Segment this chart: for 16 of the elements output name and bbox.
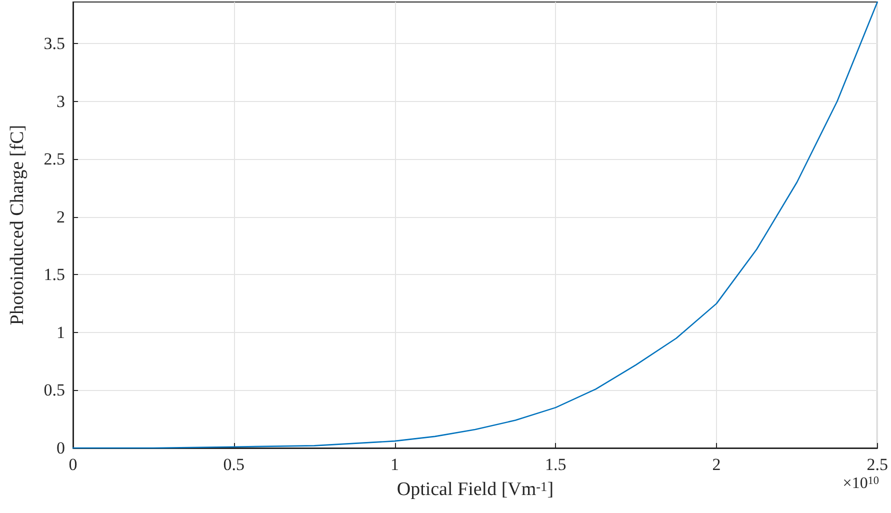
y-tick-label: 3 — [56, 92, 65, 111]
y-tick-label: 2 — [56, 207, 65, 226]
y-tick-label: 1 — [56, 322, 65, 342]
y-tick-label: 0.5 — [44, 380, 65, 400]
x-tick-label: 1.5 — [545, 455, 566, 474]
y-tick-label: 1.5 — [44, 265, 65, 284]
y-axis-title: Photoinduced Charge [fC] — [7, 124, 28, 326]
line-series — [72, 1, 878, 449]
y-tick-label: 3.5 — [44, 34, 65, 54]
x-tick-label: 0.5 — [223, 455, 244, 474]
y-tick-label: 0 — [56, 438, 65, 458]
x-tick-label: 2 — [712, 455, 721, 474]
y-tick-label: 2.5 — [44, 150, 65, 169]
x-tick-label: 0 — [68, 455, 78, 474]
x-tick-label: 2.5 — [866, 455, 888, 474]
x-tick-label: 1 — [390, 455, 399, 474]
